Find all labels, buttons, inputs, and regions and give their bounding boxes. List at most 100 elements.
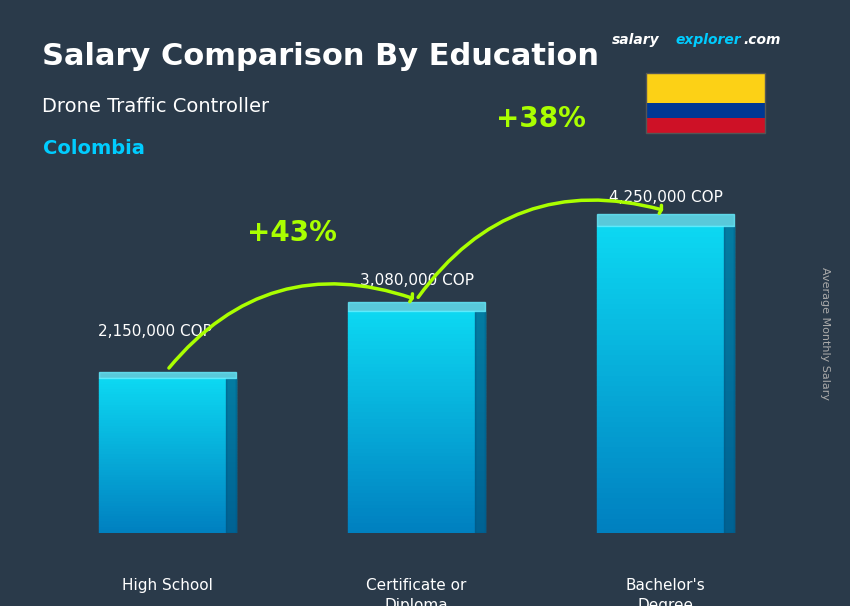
Bar xyxy=(598,242,734,247)
Bar xyxy=(598,370,734,375)
Bar xyxy=(598,395,734,400)
Bar xyxy=(99,497,235,499)
Bar xyxy=(598,508,734,513)
Bar xyxy=(348,470,485,474)
Bar xyxy=(598,288,734,293)
Bar xyxy=(99,388,235,391)
Bar xyxy=(598,405,734,410)
Bar xyxy=(348,478,485,481)
Bar xyxy=(348,530,485,533)
Bar xyxy=(99,510,235,513)
Bar xyxy=(348,362,485,367)
Bar xyxy=(99,494,235,497)
Bar xyxy=(348,370,485,374)
Bar xyxy=(99,393,235,396)
Bar xyxy=(348,519,485,522)
Bar xyxy=(598,313,734,318)
Bar xyxy=(348,526,485,530)
Bar xyxy=(598,426,734,431)
Bar xyxy=(598,441,734,446)
Bar xyxy=(348,493,485,496)
Bar xyxy=(598,410,734,416)
Bar xyxy=(724,226,734,533)
Bar xyxy=(348,325,485,329)
Bar xyxy=(99,409,235,411)
Bar xyxy=(598,467,734,472)
Bar xyxy=(99,435,235,438)
Bar xyxy=(598,502,734,508)
Bar xyxy=(99,456,235,458)
Bar xyxy=(598,282,734,288)
Bar xyxy=(99,417,235,419)
Bar xyxy=(598,324,734,328)
Bar xyxy=(598,421,734,426)
Bar xyxy=(598,344,734,349)
Bar xyxy=(348,400,485,404)
Bar xyxy=(348,496,485,500)
Bar xyxy=(598,451,734,456)
Bar xyxy=(99,476,235,479)
Bar xyxy=(598,262,734,267)
Text: Salary Comparison By Education: Salary Comparison By Education xyxy=(42,42,599,72)
Bar xyxy=(99,448,235,450)
Bar xyxy=(348,485,485,489)
Bar xyxy=(348,511,485,514)
Text: Average Monthly Salary: Average Monthly Salary xyxy=(819,267,830,400)
Bar xyxy=(99,487,235,489)
Text: .com: .com xyxy=(744,33,781,47)
Bar xyxy=(99,414,235,417)
Bar xyxy=(99,432,235,435)
Bar xyxy=(99,399,235,401)
Text: explorer: explorer xyxy=(676,33,741,47)
Text: Certificate or
Diploma: Certificate or Diploma xyxy=(366,578,467,606)
Bar xyxy=(99,471,235,474)
Bar xyxy=(348,374,485,378)
Bar xyxy=(598,462,734,467)
Text: 3,080,000 COP: 3,080,000 COP xyxy=(360,273,473,288)
Bar xyxy=(99,464,235,466)
Text: Bachelor's
Degree: Bachelor's Degree xyxy=(626,578,706,606)
Bar xyxy=(348,367,485,370)
Bar xyxy=(99,507,235,510)
Bar xyxy=(598,364,734,370)
Bar xyxy=(99,458,235,461)
Bar xyxy=(99,505,235,507)
Bar xyxy=(348,418,485,422)
Bar xyxy=(348,437,485,441)
Text: salary: salary xyxy=(612,33,660,47)
Bar xyxy=(348,451,485,455)
Bar xyxy=(348,385,485,388)
Bar xyxy=(348,507,485,511)
Bar xyxy=(348,315,485,318)
Text: Drone Traffic Controller: Drone Traffic Controller xyxy=(42,97,269,116)
Bar xyxy=(99,425,235,427)
Bar xyxy=(99,450,235,453)
Bar xyxy=(348,430,485,433)
Bar xyxy=(348,441,485,444)
Bar xyxy=(598,498,734,502)
Bar xyxy=(598,487,734,492)
Bar xyxy=(598,334,734,339)
Bar xyxy=(598,236,734,242)
Bar xyxy=(348,351,485,355)
Bar xyxy=(99,518,235,521)
Bar xyxy=(598,518,734,523)
Bar xyxy=(598,303,734,308)
Bar xyxy=(598,251,734,257)
Bar xyxy=(598,472,734,477)
Bar xyxy=(598,436,734,441)
Bar xyxy=(348,341,485,344)
Bar xyxy=(598,214,734,226)
Bar xyxy=(99,482,235,484)
Bar xyxy=(598,339,734,344)
Bar xyxy=(598,267,734,272)
Bar xyxy=(348,474,485,478)
Bar xyxy=(348,433,485,437)
Bar xyxy=(99,430,235,432)
Bar xyxy=(99,381,235,383)
Bar xyxy=(99,474,235,476)
Bar xyxy=(99,525,235,528)
Bar xyxy=(598,298,734,303)
Bar xyxy=(99,502,235,505)
Bar xyxy=(99,404,235,407)
